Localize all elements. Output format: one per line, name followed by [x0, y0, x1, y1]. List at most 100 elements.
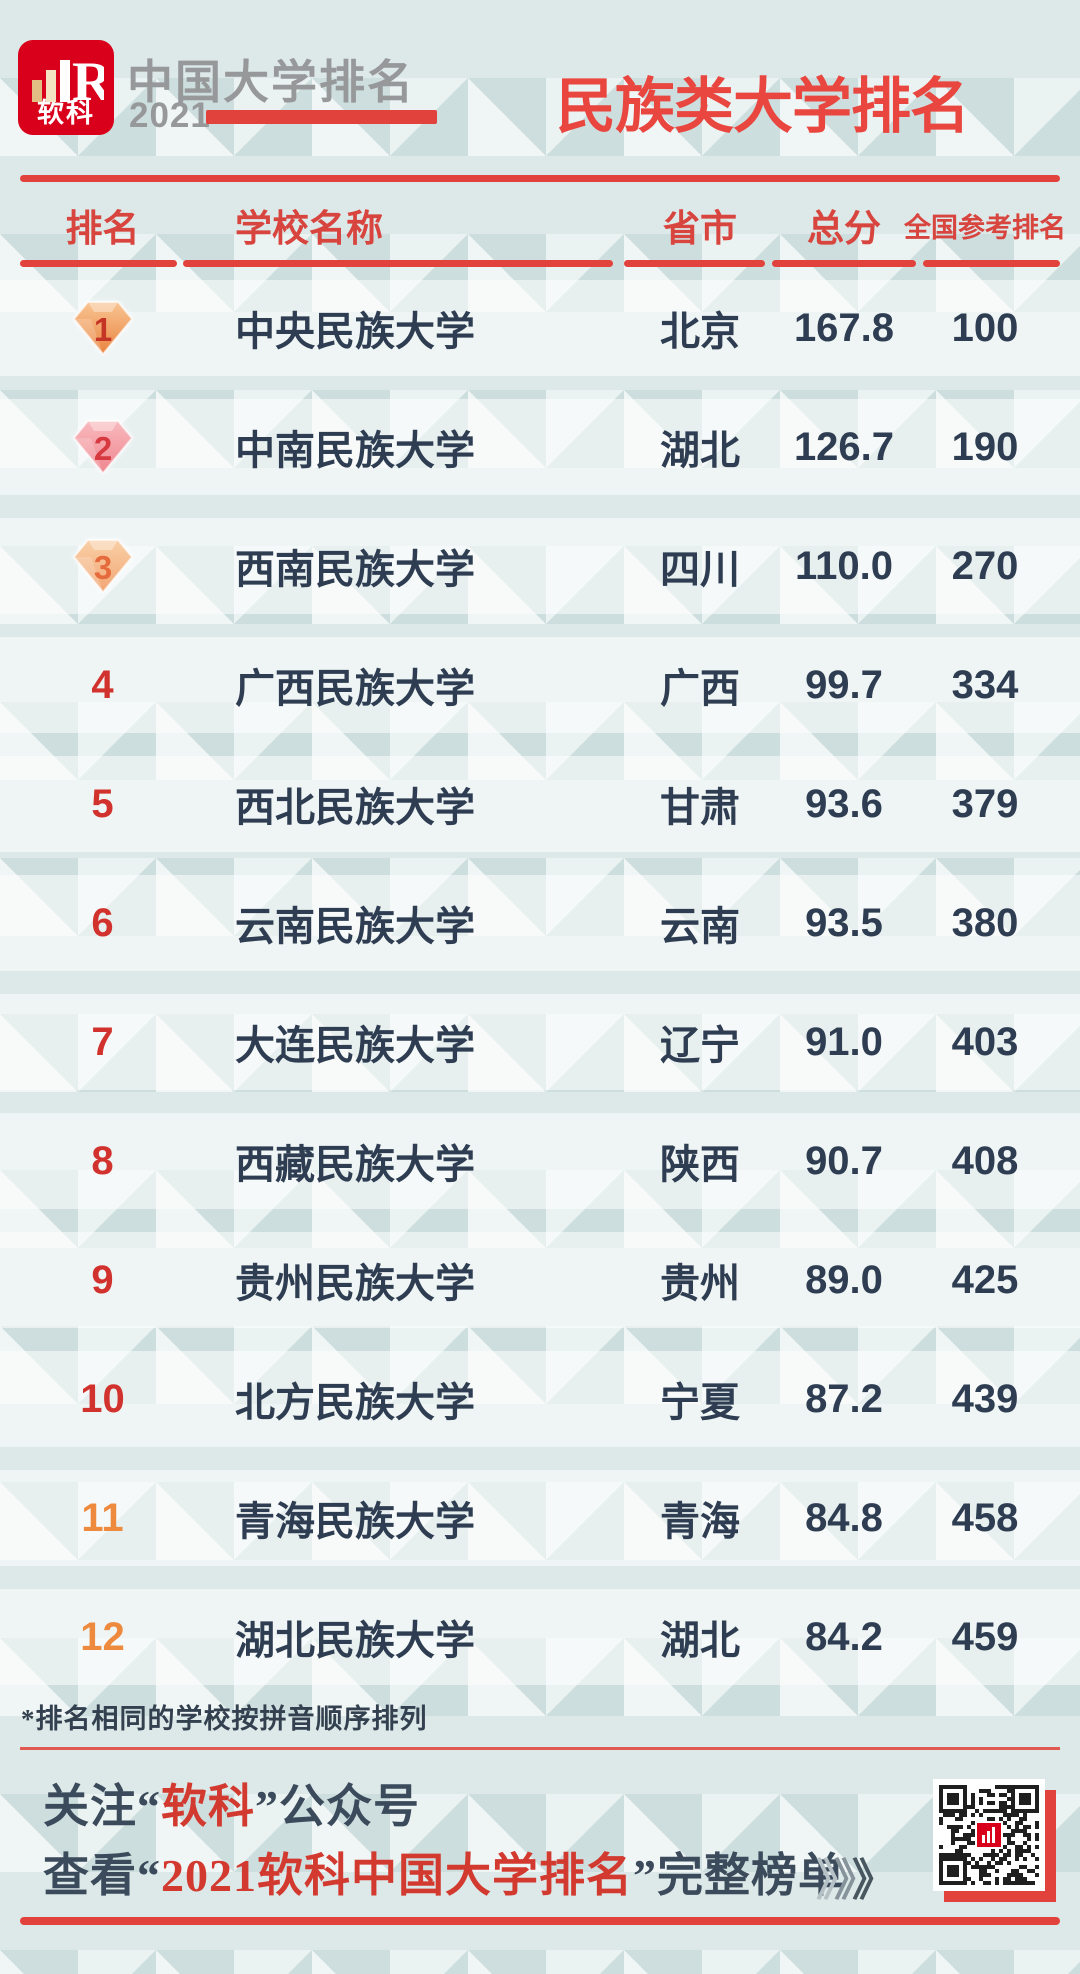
bottom-rule — [20, 1917, 1060, 1925]
rank-cell: 9 — [0, 1258, 205, 1303]
province: 四川 — [660, 548, 740, 592]
chevron-icon: 》 — [816, 1856, 860, 1905]
school-name: 中央民族大学 — [235, 310, 475, 354]
top-rule — [20, 175, 1060, 182]
total-score: 99.7 — [805, 662, 883, 707]
chevron-icon: 》 — [834, 1856, 878, 1905]
table-row: 3 西南民族大学 四川 110.0 270 — [0, 518, 1080, 614]
chevrons-icon: 》》》 — [816, 1844, 896, 1908]
footer-line-1: 关注“软科”公众号 — [43, 1770, 420, 1836]
school-name: 西南民族大学 — [235, 548, 475, 592]
rank-badge-gem-icon: 3 — [72, 539, 133, 594]
brand-name: 中国大学排名 — [127, 56, 415, 108]
rank-number: 8 — [91, 1138, 114, 1183]
footer-line2-post: ”完整榜单 — [633, 1850, 845, 1901]
national-reference-rank: 190 — [951, 424, 1019, 469]
column-header-national-rank: 全国参考排名 — [904, 212, 1066, 243]
national-reference-rank: 334 — [951, 662, 1019, 707]
school-name: 西北民族大学 — [235, 786, 475, 830]
header-underline-score — [772, 260, 916, 267]
province: 青海 — [660, 1500, 740, 1544]
header-underline-school — [183, 260, 613, 267]
total-score: 91.0 — [805, 1019, 883, 1064]
rank-cell: 8 — [0, 1139, 205, 1184]
rank-number: 2 — [93, 430, 111, 467]
school-name: 贵州民族大学 — [235, 1262, 475, 1306]
school-name: 湖北民族大学 — [235, 1619, 475, 1663]
rank-cell: 10 — [0, 1377, 205, 1422]
total-score: 89.0 — [805, 1257, 883, 1302]
province: 甘肃 — [660, 786, 740, 830]
table-rows: 1 中央民族大学 北京 167.8 100 2 中南民族大学 湖北 126.7 … — [0, 280, 1080, 1708]
national-reference-rank: 439 — [951, 1376, 1019, 1421]
footer-line1-brand: 软科 — [161, 1781, 255, 1832]
national-reference-rank: 458 — [951, 1495, 1019, 1540]
national-reference-rank: 379 — [951, 781, 1019, 826]
column-header-rank: 排名 — [65, 208, 140, 249]
header-underline-national-rank — [923, 260, 1060, 267]
page-title: 民族类大学排名 — [556, 73, 970, 140]
brand-year: 2021 — [129, 96, 211, 135]
footer-line1-post: ”公众号 — [255, 1781, 420, 1832]
table-row: 12 湖北民族大学 湖北 84.2 459 — [0, 1589, 1080, 1685]
qr-center-logo — [975, 1821, 1003, 1849]
province: 广西 — [660, 667, 740, 711]
table-row: 2 中南民族大学 湖北 126.7 190 — [0, 399, 1080, 495]
table-row: 1 中央民族大学 北京 167.8 100 — [0, 280, 1080, 376]
rank-cell: 1 — [0, 299, 205, 357]
rank-cell: 5 — [0, 782, 205, 827]
province: 辽宁 — [660, 1024, 740, 1068]
rank-number: 7 — [91, 1019, 114, 1064]
footer-line1-pre: 关注“ — [43, 1781, 161, 1832]
province: 湖北 — [660, 429, 740, 473]
total-score: 84.2 — [805, 1614, 883, 1659]
chevron-icon: 》 — [852, 1856, 896, 1905]
rank-number: 11 — [81, 1495, 124, 1540]
footnote: *排名相同的学校按拼音顺序排列 — [21, 1704, 428, 1734]
logo-text: 软科 — [37, 98, 95, 128]
table-row: 10 北方民族大学 宁夏 87.2 439 — [0, 1351, 1080, 1447]
rank-number: 1 — [93, 311, 111, 348]
national-reference-rank: 100 — [951, 305, 1019, 350]
total-score: 93.6 — [805, 781, 883, 826]
footer-line2-ranking-name: 2021软科中国大学排名 — [161, 1850, 633, 1901]
qr-modules — [939, 1785, 1039, 1885]
footer-line2-pre: 查看“ — [43, 1850, 161, 1901]
table-header: 排名 学校名称 省市 总分 全国参考排名 — [0, 196, 1080, 254]
qr-code-tile — [933, 1779, 1045, 1891]
qr-code — [933, 1779, 1056, 1902]
school-name: 云南民族大学 — [235, 905, 475, 949]
school-name: 中南民族大学 — [235, 429, 475, 473]
column-header-score: 总分 — [807, 208, 881, 249]
rank-cell: 6 — [0, 901, 205, 946]
header-underline-rank — [20, 260, 177, 267]
rank-number: 4 — [91, 662, 114, 707]
total-score: 84.8 — [805, 1495, 883, 1540]
table-row: 9 贵州民族大学 贵州 89.0 425 — [0, 1232, 1080, 1328]
svg-text:R: R — [72, 51, 104, 102]
rank-cell: 7 — [0, 1020, 205, 1065]
ruanke-logo: R 软科 — [18, 40, 114, 135]
province: 北京 — [660, 310, 740, 354]
footer-line-2: 查看“2021软科中国大学排名”完整榜单 — [43, 1839, 845, 1905]
total-score: 90.7 — [805, 1138, 883, 1183]
total-score: 93.5 — [805, 900, 883, 945]
rank-cell: 4 — [0, 663, 205, 708]
province: 湖北 — [660, 1619, 740, 1663]
logo-bars-r-icon: R — [32, 51, 104, 102]
rank-cell: 12 — [0, 1615, 205, 1660]
rank-number: 9 — [91, 1257, 114, 1302]
rank-number: 12 — [80, 1614, 125, 1659]
footer-divider — [20, 1747, 1060, 1750]
rank-cell: 3 — [0, 537, 205, 595]
table-row: 5 西北民族大学 甘肃 93.6 379 — [0, 756, 1080, 852]
rank-number: 3 — [93, 549, 111, 586]
school-name: 大连民族大学 — [235, 1024, 475, 1068]
column-header-province: 省市 — [663, 208, 737, 249]
rank-cell: 11 — [0, 1496, 205, 1541]
national-reference-rank: 403 — [951, 1019, 1019, 1064]
rank-number: 5 — [91, 781, 114, 826]
school-name: 广西民族大学 — [235, 667, 475, 711]
rank-cell: 2 — [0, 418, 205, 476]
